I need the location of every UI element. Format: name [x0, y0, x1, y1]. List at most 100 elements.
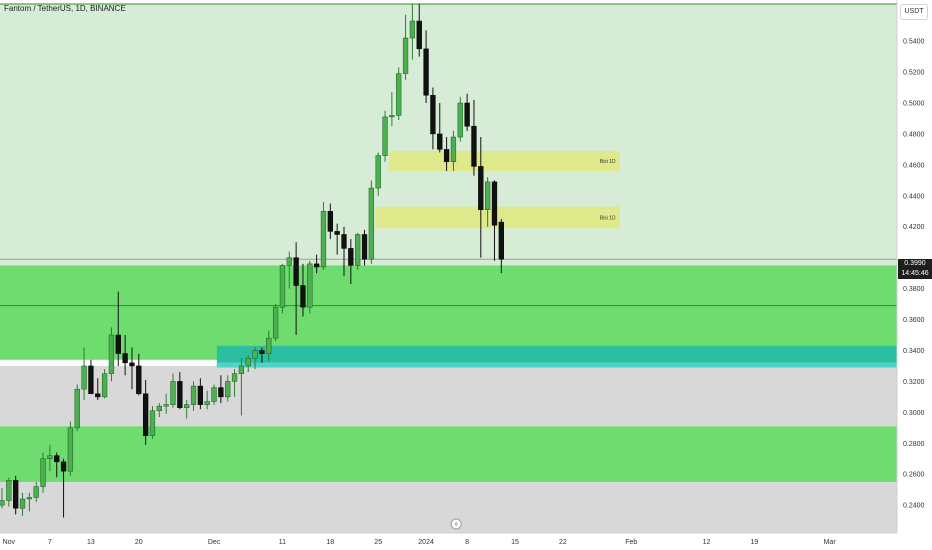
candle-body-54: [368, 187, 375, 260]
time-tick-3: 20: [135, 539, 143, 546]
candle-body-50: [341, 234, 347, 249]
candle-body-69: [471, 125, 477, 167]
candle-body-40: [272, 306, 279, 339]
candle-body-43: [293, 257, 299, 286]
bisi-box-0: [388, 150, 620, 172]
candle-body-19: [129, 362, 135, 367]
bisi-box-label-1: Bisi 1D: [600, 215, 616, 221]
price-tick-6: 0.4200: [903, 224, 925, 231]
candle-body-39: [266, 337, 272, 354]
candle-body-23: [156, 405, 162, 412]
candle-body-12: [81, 365, 87, 390]
teal-band-lower: [216, 362, 897, 368]
teal-band: [216, 345, 897, 368]
candle-body-20: [136, 365, 142, 395]
price-tick-13: 0.2600: [903, 472, 925, 479]
candle-body-35: [238, 365, 245, 374]
candle-body-0: [0, 500, 5, 506]
candle-body-6: [40, 458, 46, 487]
candle-body-21: [142, 393, 149, 436]
candle-body-5: [33, 486, 39, 498]
candle-body-59: [402, 37, 409, 74]
candle-body-24: [163, 404, 169, 407]
candle-body-18: [122, 353, 128, 364]
candle-body-26: [177, 381, 183, 408]
bisi-box-1: [375, 206, 620, 229]
candle-body-71: [484, 181, 491, 210]
candle-body-14: [95, 393, 101, 398]
candle-body-36: [245, 357, 251, 367]
candle-body-45: [307, 263, 313, 308]
time-tick-12: Feb: [625, 539, 637, 546]
candle-body-64: [437, 133, 443, 150]
time-tick-5: 11: [279, 539, 286, 546]
price-tick-10: 0.3200: [903, 379, 925, 386]
candle-body-29: [197, 385, 204, 405]
candle-body-68: [464, 102, 470, 127]
time-tick-8: 2024: [418, 539, 434, 546]
price-tick-2: 0.5000: [903, 100, 925, 107]
candle-body-49: [334, 231, 340, 235]
candle-body-11: [74, 388, 80, 429]
candle-body-2: [13, 480, 19, 509]
current-price-tag: 0.3990 14:45:46: [898, 259, 932, 279]
price-tick-7: 0.3800: [903, 286, 925, 293]
price-tick-12: 0.2800: [903, 441, 925, 448]
candle-body-52: [355, 234, 361, 266]
candle-body-7: [47, 455, 53, 460]
zone-3: [0, 426, 897, 482]
candle-body-70: [478, 166, 484, 210]
candle-body-1: [6, 480, 12, 501]
time-tick-14: 19: [751, 539, 759, 546]
chart-title: Fantom / TetherUS, 1D, BINANCE: [4, 4, 126, 13]
candle-body-44: [300, 285, 306, 308]
time-tick-4: Dec: [208, 539, 221, 546]
time-tick-10: 15: [511, 539, 519, 546]
candle-body-27: [184, 404, 190, 408]
price-tick-14: 0.2400: [903, 503, 925, 510]
candle-body-63: [430, 95, 436, 135]
price-tick-1: 0.5200: [903, 70, 925, 77]
price-tick-5: 0.4400: [903, 193, 925, 200]
candle-body-46: [313, 263, 320, 268]
candle-countdown: 14:45:46: [901, 270, 929, 277]
candle-body-31: [211, 387, 217, 402]
time-axis: [0, 533, 932, 550]
bisi-box-label-0: Bisi 1D: [600, 159, 616, 165]
candle-body-72: [491, 181, 498, 226]
candle-body-51: [348, 248, 354, 266]
candle-body-9: [60, 461, 67, 472]
candle-body-22: [149, 410, 156, 436]
price-tick-8: 0.3600: [903, 317, 925, 324]
zone-1: [0, 265, 897, 360]
candle-body-16: [108, 334, 115, 374]
candle-body-15: [101, 373, 108, 398]
candle-body-32: [218, 387, 224, 398]
candle-body-8: [54, 455, 60, 463]
time-tick-11: 22: [559, 539, 567, 546]
candle-body-25: [170, 381, 176, 405]
candle-body-28: [190, 385, 197, 405]
time-tick-1: 7: [48, 539, 52, 546]
currency-unit-badge[interactable]: USDT: [900, 4, 928, 20]
candle-body-34: [231, 373, 238, 382]
time-tick-15: Mar: [824, 539, 837, 546]
candle-body-17: [115, 334, 121, 354]
time-tick-2: 13: [87, 539, 95, 546]
price-tick-9: 0.3400: [903, 348, 925, 355]
time-tick-13: 12: [703, 539, 711, 546]
event-marker-bolt: [454, 521, 459, 527]
candle-body-42: [286, 257, 292, 266]
candle-body-3: [19, 498, 26, 509]
candle-body-48: [327, 211, 333, 232]
time-tick-9: 8: [465, 539, 469, 546]
zone-4: [0, 481, 897, 533]
candle-body-47: [320, 211, 327, 268]
candle-body-66: [450, 136, 457, 163]
candle-body-37: [252, 350, 258, 359]
candle-body-4: [26, 497, 33, 500]
time-tick-7: 25: [374, 539, 382, 546]
candle-body-55: [375, 155, 381, 189]
time-tick-6: 18: [326, 539, 334, 546]
